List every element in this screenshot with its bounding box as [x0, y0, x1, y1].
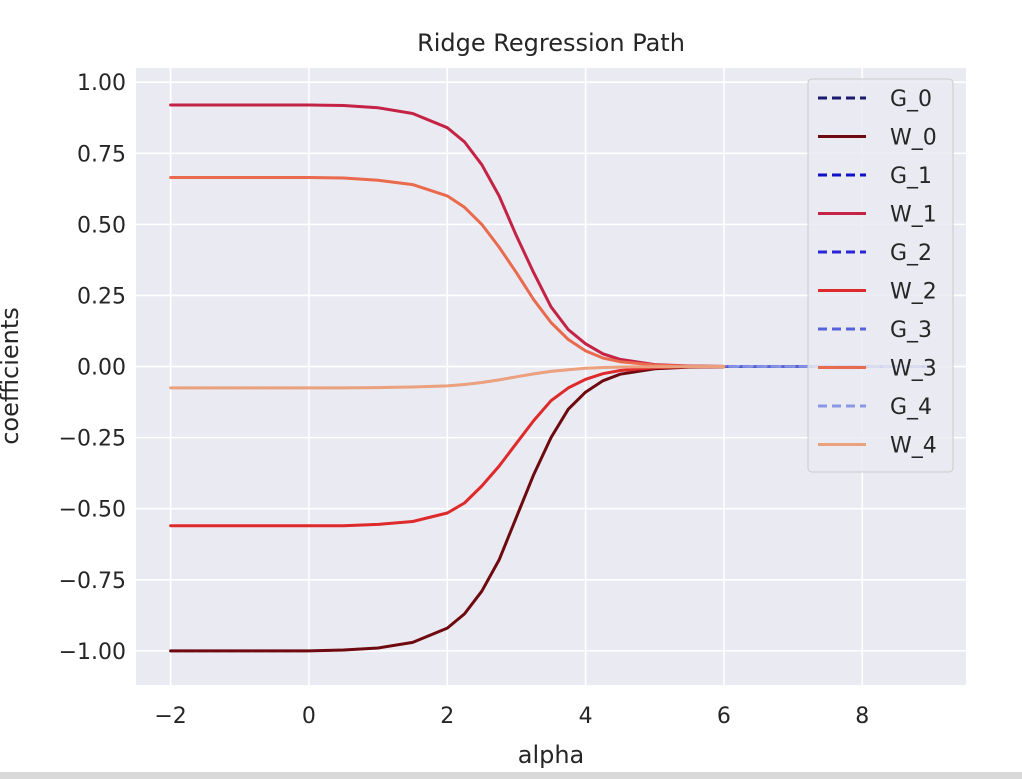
- series-line-w-0: [169, 365, 726, 653]
- legend-label: G_4: [890, 395, 932, 420]
- y-tick-label: 0.25: [77, 284, 126, 309]
- legend-label: W_2: [890, 280, 937, 305]
- x-tick-label: 4: [579, 704, 593, 729]
- legend-label: W_3: [890, 357, 937, 382]
- series-line-w-3: [169, 176, 726, 368]
- legend-label: W_4: [890, 434, 937, 459]
- x-tick-label: 0: [302, 704, 316, 729]
- x-tick-labels: −2 0 2 4 6 8: [154, 704, 869, 729]
- series-line-w-2: [169, 365, 726, 528]
- legend-label: G_2: [890, 241, 932, 266]
- bottom-divider: [0, 772, 1022, 779]
- legend-label: W_1: [890, 203, 937, 228]
- chart-title: Ridge Regression Path: [417, 29, 685, 57]
- legend-box: [807, 78, 954, 473]
- x-tick-label: −2: [154, 704, 186, 729]
- x-tick-label: 8: [855, 704, 869, 729]
- y-tick-label: −0.50: [59, 498, 126, 523]
- series-line-w-4: [169, 365, 726, 390]
- x-tick-label: 6: [717, 704, 731, 729]
- legend-label: W_0: [890, 126, 937, 151]
- legend-label: G_3: [890, 318, 932, 343]
- y-tick-label: 1.00: [77, 71, 126, 96]
- series-line-w-1: [169, 103, 726, 368]
- y-tick-label: 0.50: [77, 213, 126, 238]
- y-tick-label: −0.25: [59, 427, 126, 452]
- series-layer: [169, 103, 933, 653]
- y-tick-label: 0.00: [77, 356, 126, 381]
- y-tick-label: −1.00: [59, 640, 126, 665]
- y-tick-labels: 1.00 0.75 0.50 0.25 0.00 −0.25 −0.50 −0.75 −1.00: [59, 71, 126, 665]
- y-tick-label: −0.75: [59, 569, 126, 594]
- legend: G_0 W_0 G_1 W_1 G_2 W_2 G_3 W_3 G_4 W_4: [807, 78, 954, 473]
- x-tick-label: 2: [440, 704, 454, 729]
- legend-label: G_1: [890, 164, 932, 189]
- y-tick-label: 0.75: [77, 142, 126, 167]
- legend-label: G_0: [890, 87, 932, 112]
- x-axis-label: alpha: [518, 741, 585, 769]
- y-axis-label: coefficients: [0, 307, 24, 445]
